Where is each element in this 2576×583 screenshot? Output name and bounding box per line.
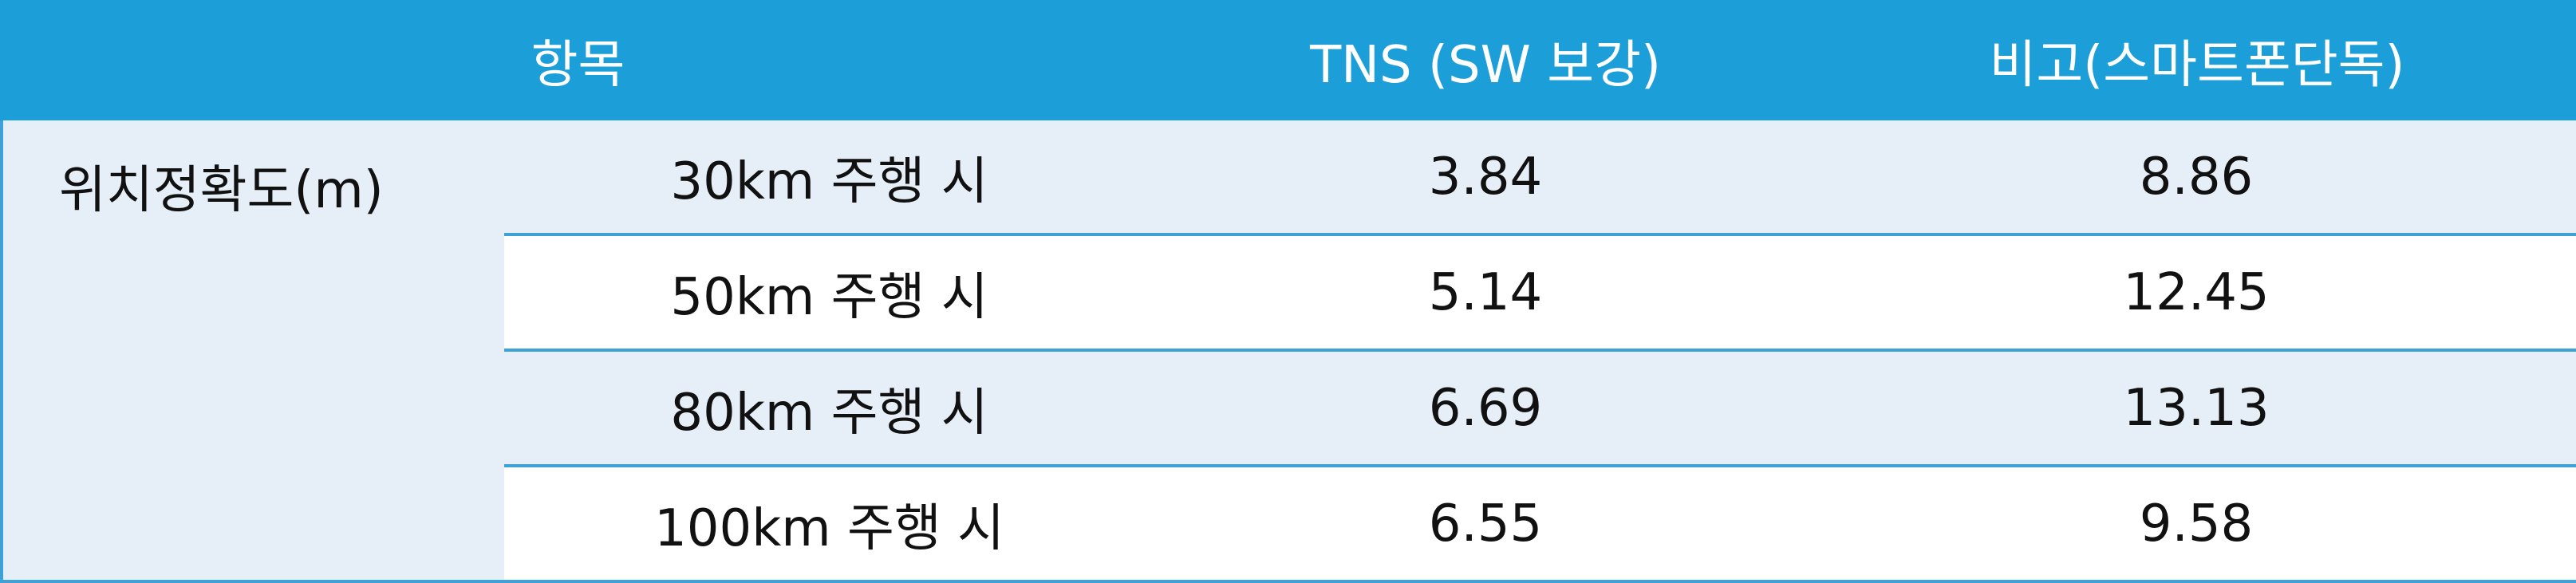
group-cell: 위치정확도(m) — [0, 117, 504, 583]
header-row: 항목 TNS (SW 보강) 비고(스마트폰단독) — [0, 0, 2576, 120]
header-cell: TNS (SW 보강) — [1153, 0, 1819, 120]
table-cell: 5.14 — [1154, 233, 1817, 352]
header-cell: 비고(스마트폰단독) — [1815, 0, 2576, 120]
table-cell: 50km 주행 시 — [504, 233, 1155, 352]
table-cell: 30km 주행 시 — [504, 117, 1155, 236]
table-row: 100km 주행 시 6.55 9.58 — [2, 464, 2576, 583]
table-cell: 13.13 — [1817, 349, 2576, 467]
table-cell: 6.69 — [1154, 349, 1817, 467]
table-cell: 3.84 — [1154, 117, 1817, 236]
header-cell: 항목 — [0, 0, 1157, 120]
table-row: 위치정확도(m) 30km 주행 시 3.84 8.86 — [0, 117, 2576, 583]
table-row: 80km 주행 시 6.69 13.13 — [2, 349, 2576, 467]
table-cell: 9.58 — [1817, 464, 2576, 583]
table-cell: 8.86 — [1817, 117, 2576, 236]
table-row: 50km 주행 시 5.14 12.45 — [2, 233, 2576, 352]
table-cell: 12.45 — [1817, 233, 2576, 352]
table-cell: 100km 주행 시 — [504, 464, 1155, 583]
table-cell: 80km 주행 시 — [504, 349, 1155, 467]
table-cell: 6.55 — [1154, 464, 1817, 583]
